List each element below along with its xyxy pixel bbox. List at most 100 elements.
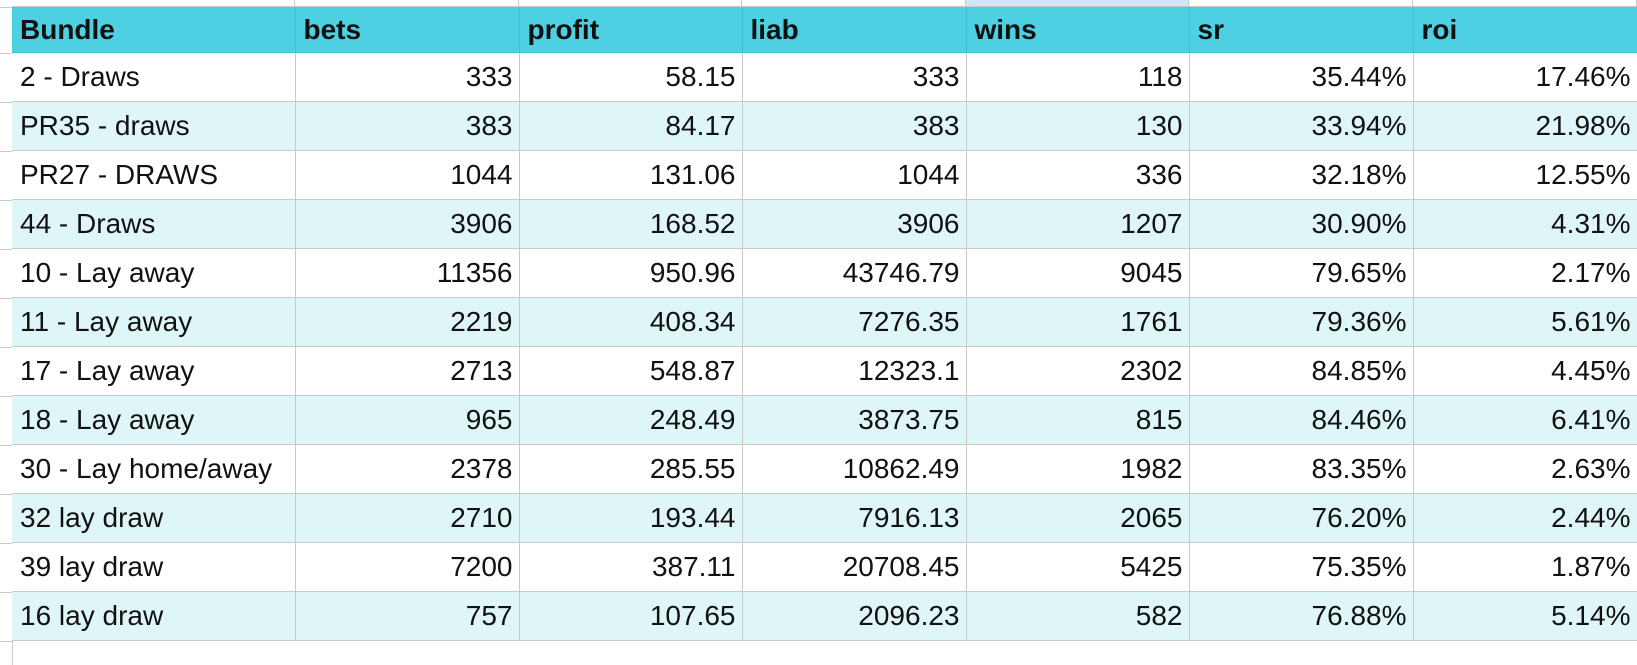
cell-liab[interactable]: 383 — [742, 101, 967, 151]
cell-bundle[interactable]: 44 - Draws — [12, 199, 296, 249]
cell-liab[interactable]: 43746.79 — [742, 248, 967, 298]
header-cell-wins[interactable]: wins — [966, 7, 1190, 53]
cell-roi[interactable]: 1.87% — [1413, 542, 1637, 592]
column-header-e-selected[interactable] — [966, 0, 1189, 7]
cell-bundle[interactable]: 16 lay draw — [12, 591, 296, 641]
cell-wins[interactable]: 336 — [966, 150, 1190, 200]
column-header-c[interactable] — [519, 0, 742, 7]
column-header-strip[interactable] — [12, 0, 1637, 7]
cell-profit[interactable]: 107.65 — [519, 591, 743, 641]
cell-sr[interactable]: 76.88% — [1189, 591, 1414, 641]
cell-profit[interactable]: 193.44 — [519, 493, 743, 543]
cell-roi[interactable]: 5.14% — [1413, 591, 1637, 641]
cell-wins[interactable]: 2065 — [966, 493, 1190, 543]
cell-bets[interactable]: 333 — [295, 52, 520, 102]
cell-sr[interactable]: 84.85% — [1189, 346, 1414, 396]
cell-profit[interactable]: 387.11 — [519, 542, 743, 592]
cell-roi[interactable]: 17.46% — [1413, 52, 1637, 102]
cell-bets[interactable]: 383 — [295, 101, 520, 151]
cell-wins[interactable]: 1207 — [966, 199, 1190, 249]
cell-profit[interactable]: 168.52 — [519, 199, 743, 249]
cell-roi[interactable]: 21.98% — [1413, 101, 1637, 151]
cell-wins[interactable]: 815 — [966, 395, 1190, 445]
cell-bets[interactable]: 2378 — [295, 444, 520, 494]
column-header-b[interactable] — [295, 0, 519, 7]
header-cell-sr[interactable]: sr — [1189, 7, 1414, 53]
cell-sr[interactable]: 79.65% — [1189, 248, 1414, 298]
cell-liab[interactable]: 7916.13 — [742, 493, 967, 543]
row-divider — [0, 298, 12, 299]
cell-bundle[interactable]: 39 lay draw — [12, 542, 296, 592]
cell-bundle[interactable]: 32 lay draw — [12, 493, 296, 543]
cell-sr[interactable]: 76.20% — [1189, 493, 1414, 543]
cell-bundle[interactable]: PR27 - DRAWS — [12, 150, 296, 200]
cell-bundle[interactable]: 2 - Draws — [12, 52, 296, 102]
cell-sr[interactable]: 79.36% — [1189, 297, 1414, 347]
cell-wins[interactable]: 9045 — [966, 248, 1190, 298]
cell-wins[interactable]: 1982 — [966, 444, 1190, 494]
cell-sr[interactable]: 32.18% — [1189, 150, 1414, 200]
cell-liab[interactable]: 12323.1 — [742, 346, 967, 396]
cell-roi[interactable]: 2.44% — [1413, 493, 1637, 543]
cell-liab[interactable]: 7276.35 — [742, 297, 967, 347]
column-header-g[interactable] — [1413, 0, 1637, 7]
header-cell-liab[interactable]: liab — [742, 7, 967, 53]
cell-roi[interactable]: 12.55% — [1413, 150, 1637, 200]
cell-wins[interactable]: 5425 — [966, 542, 1190, 592]
cell-roi[interactable]: 6.41% — [1413, 395, 1637, 445]
cell-wins[interactable]: 2302 — [966, 346, 1190, 396]
cell-roi[interactable]: 2.17% — [1413, 248, 1637, 298]
cell-bets[interactable]: 757 — [295, 591, 520, 641]
cell-liab[interactable]: 1044 — [742, 150, 967, 200]
cell-profit[interactable]: 950.96 — [519, 248, 743, 298]
header-cell-roi[interactable]: roi — [1413, 7, 1637, 53]
cell-bets[interactable]: 1044 — [295, 150, 520, 200]
cell-roi[interactable]: 4.31% — [1413, 199, 1637, 249]
cell-wins[interactable]: 130 — [966, 101, 1190, 151]
cell-profit[interactable]: 548.87 — [519, 346, 743, 396]
cell-sr[interactable]: 84.46% — [1189, 395, 1414, 445]
cell-bets[interactable]: 2710 — [295, 493, 520, 543]
cell-bundle[interactable]: 30 - Lay home/away — [12, 444, 296, 494]
cell-bets[interactable]: 2219 — [295, 297, 520, 347]
cell-roi[interactable]: 5.61% — [1413, 297, 1637, 347]
cell-wins[interactable]: 582 — [966, 591, 1190, 641]
cell-liab[interactable]: 2096.23 — [742, 591, 967, 641]
cell-bets[interactable]: 7200 — [295, 542, 520, 592]
cell-liab[interactable]: 3906 — [742, 199, 967, 249]
header-cell-profit[interactable]: profit — [519, 7, 743, 53]
cell-profit[interactable]: 84.17 — [519, 101, 743, 151]
column-header-a[interactable] — [12, 0, 295, 7]
cell-sr[interactable]: 75.35% — [1189, 542, 1414, 592]
cell-profit[interactable]: 248.49 — [519, 395, 743, 445]
cell-bundle[interactable]: PR35 - draws — [12, 101, 296, 151]
cell-bundle[interactable]: 10 - Lay away — [12, 248, 296, 298]
cell-bets[interactable]: 965 — [295, 395, 520, 445]
cell-bundle[interactable]: 17 - Lay away — [12, 346, 296, 396]
cell-bets[interactable]: 11356 — [295, 248, 520, 298]
cell-sr[interactable]: 33.94% — [1189, 101, 1414, 151]
cell-profit[interactable]: 408.34 — [519, 297, 743, 347]
cell-bets[interactable]: 3906 — [295, 199, 520, 249]
cell-bets[interactable]: 2713 — [295, 346, 520, 396]
cell-liab[interactable]: 20708.45 — [742, 542, 967, 592]
cell-liab[interactable]: 3873.75 — [742, 395, 967, 445]
cell-sr[interactable]: 83.35% — [1189, 444, 1414, 494]
cell-sr[interactable]: 30.90% — [1189, 199, 1414, 249]
column-header-d[interactable] — [742, 0, 966, 7]
cell-wins[interactable]: 118 — [966, 52, 1190, 102]
header-cell-bundle[interactable]: Bundle — [12, 7, 296, 53]
cell-wins[interactable]: 1761 — [966, 297, 1190, 347]
cell-bundle[interactable]: 11 - Lay away — [12, 297, 296, 347]
header-cell-bets[interactable]: bets — [295, 7, 520, 53]
cell-roi[interactable]: 2.63% — [1413, 444, 1637, 494]
cell-profit[interactable]: 58.15 — [519, 52, 743, 102]
cell-bundle[interactable]: 18 - Lay away — [12, 395, 296, 445]
cell-profit[interactable]: 285.55 — [519, 444, 743, 494]
cell-liab[interactable]: 333 — [742, 52, 967, 102]
cell-sr[interactable]: 35.44% — [1189, 52, 1414, 102]
cell-profit[interactable]: 131.06 — [519, 150, 743, 200]
cell-roi[interactable]: 4.45% — [1413, 346, 1637, 396]
column-header-f[interactable] — [1189, 0, 1413, 7]
cell-liab[interactable]: 10862.49 — [742, 444, 967, 494]
